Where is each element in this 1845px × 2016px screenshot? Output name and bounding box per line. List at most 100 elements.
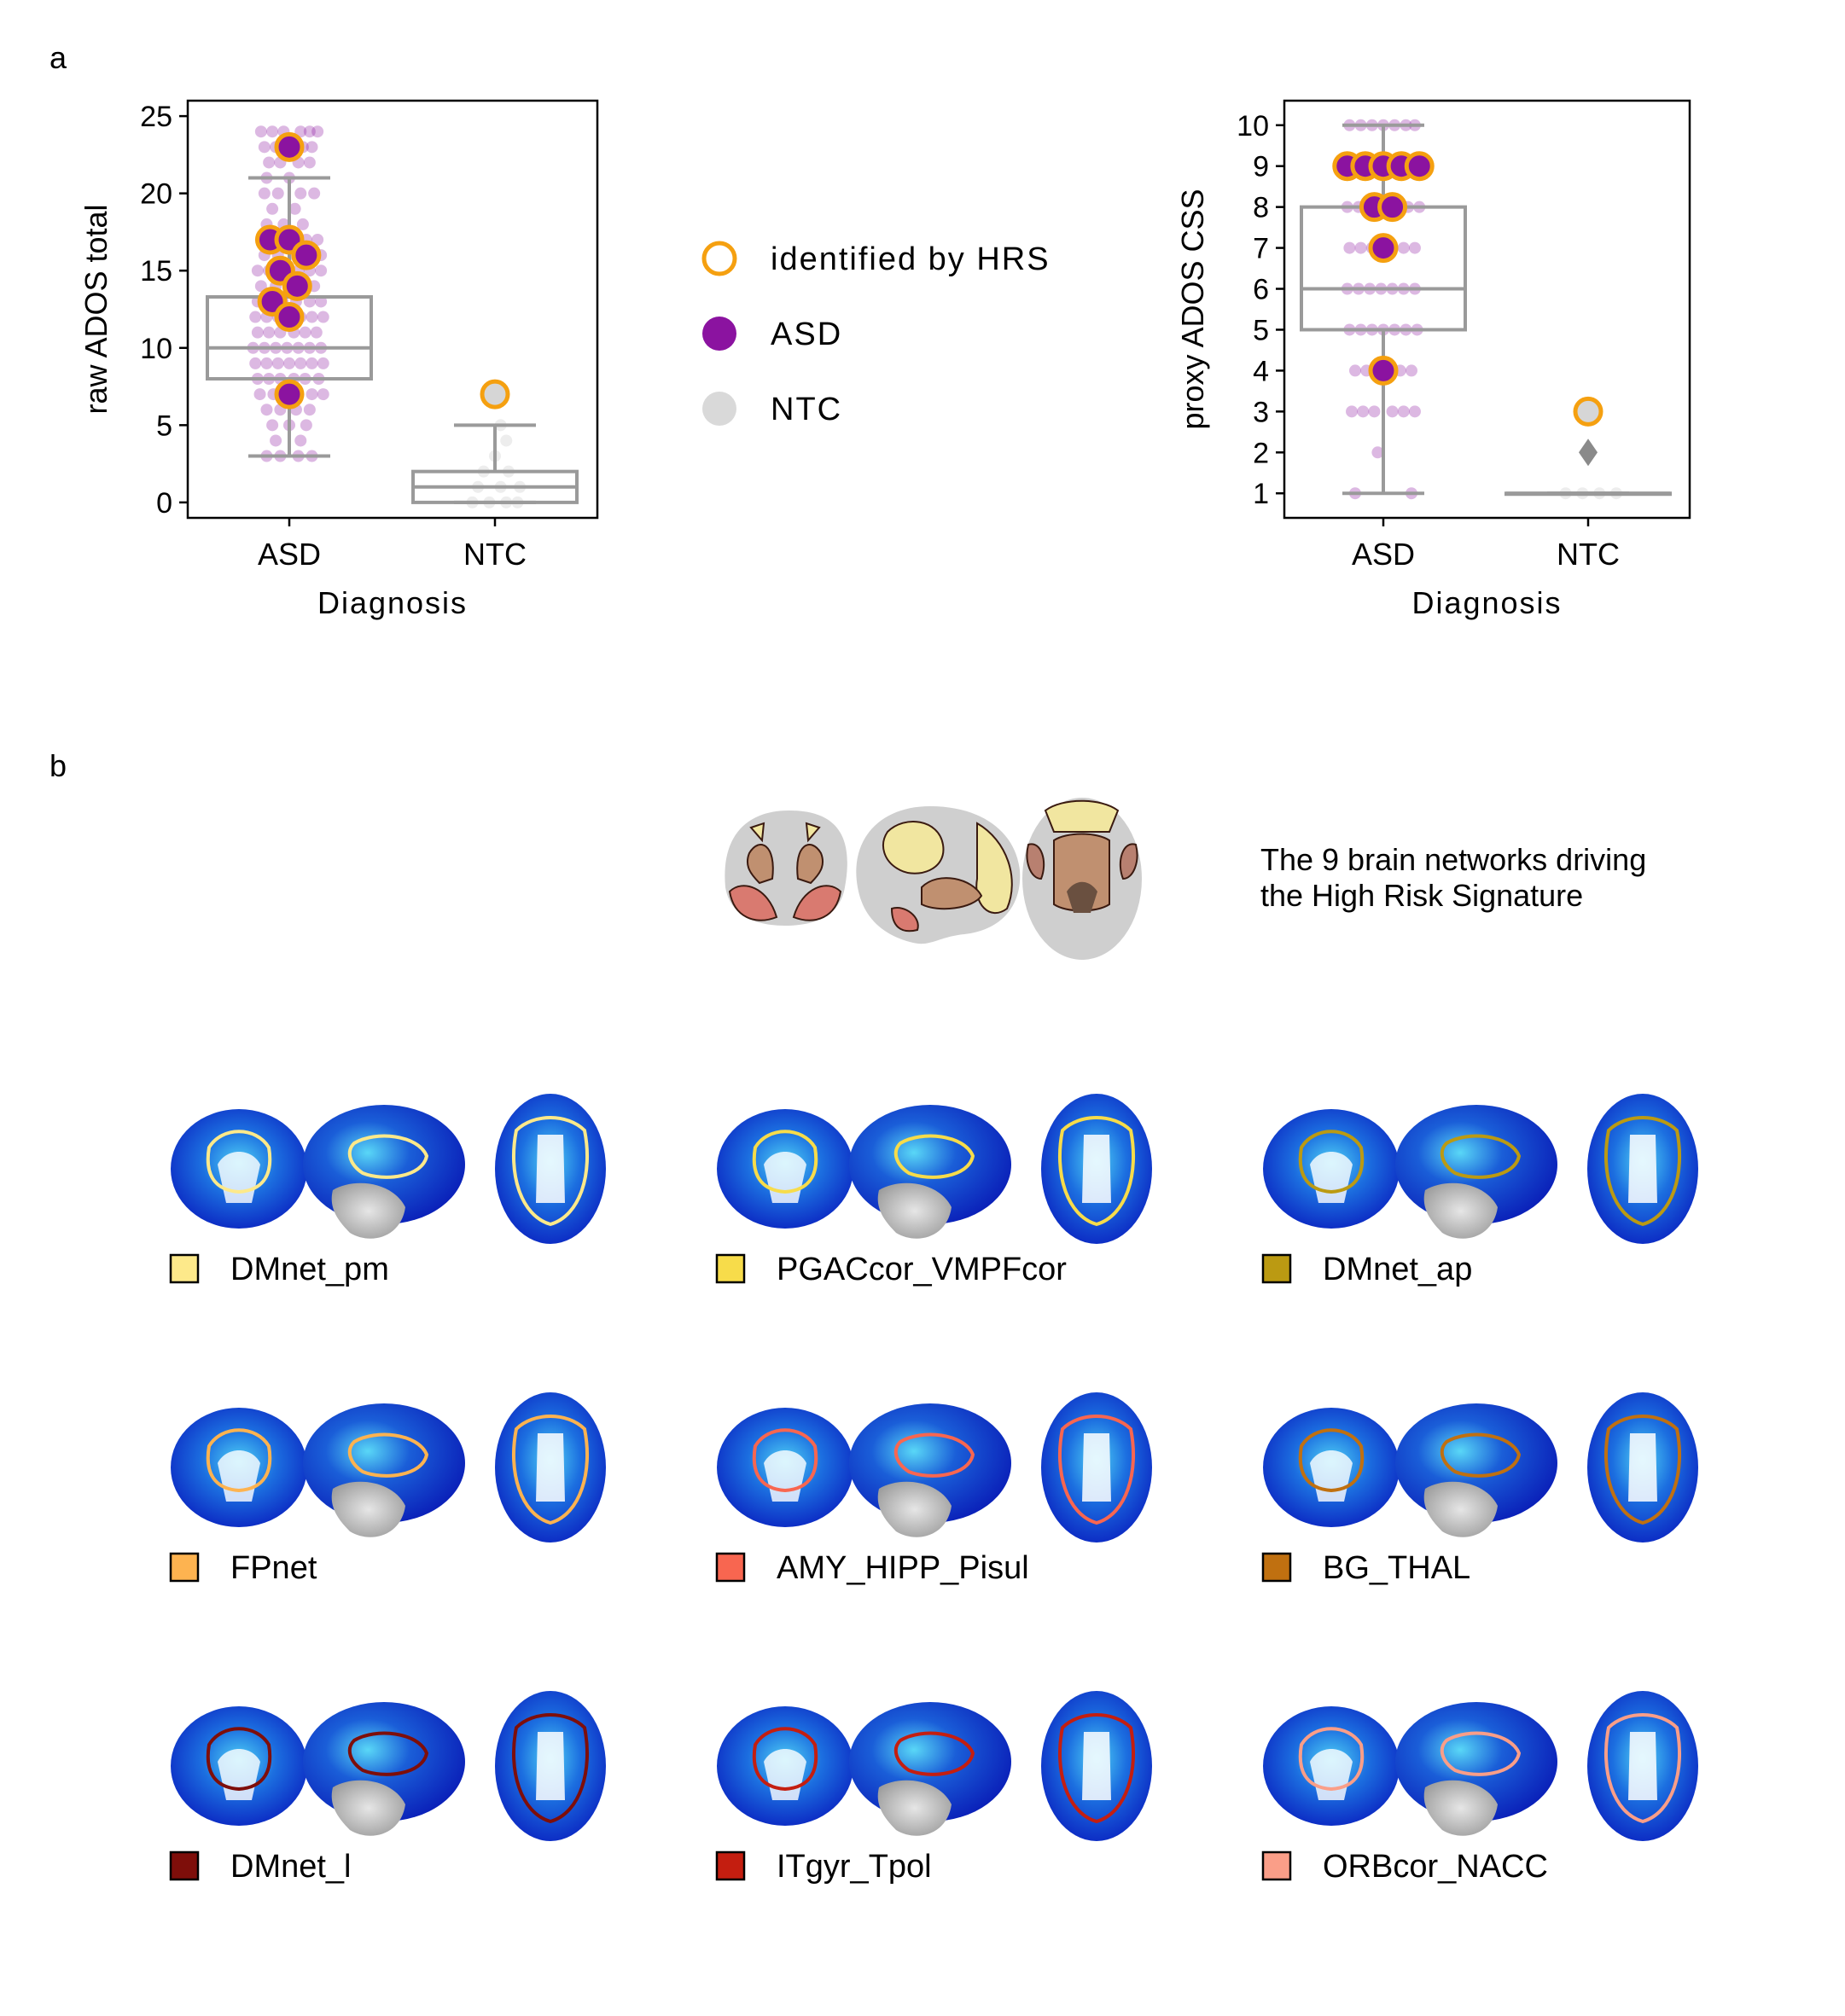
strip-point-asd	[1397, 241, 1410, 254]
network-swatch	[169, 1850, 200, 1881]
legend-marker-ntc	[702, 392, 736, 426]
x-tick-label: NTC	[463, 537, 527, 572]
strip-point-asd	[306, 388, 318, 401]
y-tick-label: 15	[140, 255, 172, 288]
network-label: DMnet_pm	[230, 1252, 389, 1287]
network-outline	[1298, 1727, 1365, 1792]
network-outline	[1604, 1116, 1681, 1227]
network-label: PGACcor_VMPFcor	[777, 1252, 1067, 1287]
network-outline	[1058, 1415, 1135, 1525]
strip-point-asd	[306, 311, 318, 323]
network-outline	[347, 1432, 429, 1478]
strip-point-asd	[1406, 364, 1417, 377]
strip-point-asd	[306, 357, 318, 369]
overview-brain-views	[725, 798, 1142, 960]
network-panel-bg-thal: BG_THAL	[1261, 1392, 1698, 1586]
network-label: ORBcor_NACC	[1323, 1849, 1548, 1885]
strip-point-asd	[306, 141, 318, 154]
cerebellum-brainstem	[877, 1182, 952, 1239]
strip-point-asd	[249, 357, 262, 369]
network-outline	[206, 1428, 272, 1493]
strip-point-asd	[294, 187, 307, 200]
network-label: DMnet_l	[230, 1849, 352, 1885]
network-outline	[512, 1116, 589, 1227]
hrs-point-asd	[282, 270, 312, 301]
network-outline	[206, 1130, 272, 1194]
y-tick-label: 8	[1253, 192, 1269, 224]
network-outline	[1058, 1713, 1135, 1824]
chart-proxy-ados-css: 1 2 3 4 5 6 7 8 9 10 ASD NTC Diagnosis proxy ADOS CSS	[1175, 99, 1691, 620]
strip-point-asd	[1357, 405, 1370, 418]
cerebellum-brainstem	[1423, 1780, 1498, 1836]
y-tick-label: 4	[1253, 355, 1269, 387]
strip-point-ntc	[500, 434, 513, 447]
network-swatch	[1261, 1552, 1292, 1583]
strip-point-asd	[249, 311, 262, 323]
network-panel-fpnet: FPnet	[169, 1392, 606, 1586]
y-tick-label: 3	[1253, 396, 1269, 428]
network-outline	[752, 1428, 818, 1493]
strip-point-asd	[1346, 405, 1359, 418]
legend-label-hrs: identified by HRS	[771, 241, 1051, 277]
strip-point-asd	[283, 357, 295, 369]
network-panel-orbcor-nacc: ORBcor_NACC	[1261, 1691, 1698, 1885]
hrs-point-ntc	[480, 379, 510, 410]
strip-point-asd	[311, 234, 324, 246]
x-tick-label: ASD	[1352, 537, 1415, 572]
strip-point-asd	[260, 404, 273, 416]
cerebellum-brainstem	[331, 1182, 405, 1239]
network-panel-itgyr-tpol: ITgyr_Tpol	[715, 1691, 1152, 1885]
x-axis-label: Diagnosis	[1411, 585, 1562, 620]
y-tick-label: 1	[1253, 478, 1269, 510]
strip-point-asd	[303, 156, 316, 169]
network-outline	[1298, 1130, 1365, 1194]
strip-point-asd	[294, 125, 307, 138]
y-tick-label: 9	[1253, 151, 1269, 183]
y-axis-label: proxy ADOS CSS	[1175, 189, 1210, 429]
ventricle	[1082, 1732, 1111, 1800]
axes-frame	[1283, 99, 1691, 520]
strip-point-asd	[288, 202, 301, 215]
legend-label-ntc: NTC	[771, 392, 842, 427]
cerebellum-brainstem	[877, 1780, 952, 1836]
network-swatch	[1261, 1253, 1292, 1284]
strip-point-asd	[253, 388, 266, 401]
overview-sagittal	[856, 806, 1021, 944]
panel-label-b: b	[49, 748, 67, 783]
strip-point-asd	[1349, 364, 1361, 377]
hrs-point-asd	[1368, 355, 1399, 386]
ventricle	[1628, 1135, 1657, 1203]
network-outline	[1058, 1116, 1135, 1227]
strip-point-asd	[308, 187, 321, 200]
strip-point-asd	[254, 280, 267, 293]
strip-point-asd	[1371, 446, 1384, 459]
ventricle	[1628, 1433, 1657, 1502]
hrs-point-asd	[274, 379, 305, 410]
network-outline	[1604, 1713, 1681, 1824]
strip-point-asd	[254, 125, 267, 138]
network-swatch	[169, 1552, 200, 1583]
strip-point-asd	[317, 311, 329, 323]
legend-label-asd: ASD	[771, 317, 842, 352]
ventricle	[536, 1433, 565, 1502]
strip-point-asd	[310, 326, 323, 339]
network-outline	[1440, 1731, 1522, 1776]
network-label: BG_THAL	[1323, 1550, 1470, 1586]
network-outline	[1440, 1134, 1522, 1179]
overview-axial	[1022, 798, 1142, 960]
network-panel-amy-hipp-pisul: AMY_HIPP_Pisul	[715, 1392, 1152, 1586]
hrs-point-asd	[274, 131, 305, 162]
ventricle	[536, 1135, 565, 1203]
strip-point-asd	[296, 218, 309, 230]
legend: identified by HRS ASD NTC	[701, 241, 1051, 427]
box-asd	[1300, 205, 1467, 332]
network-swatch	[1261, 1850, 1292, 1881]
network-label: DMnet_ap	[1323, 1252, 1472, 1287]
hrs-point-asd	[1368, 233, 1399, 264]
network-label: FPnet	[230, 1550, 317, 1586]
cerebellum-brainstem	[1423, 1182, 1498, 1239]
hrs-point-asd	[291, 240, 322, 270]
strip-point-asd	[263, 156, 276, 169]
panel-label-a: a	[49, 40, 67, 75]
